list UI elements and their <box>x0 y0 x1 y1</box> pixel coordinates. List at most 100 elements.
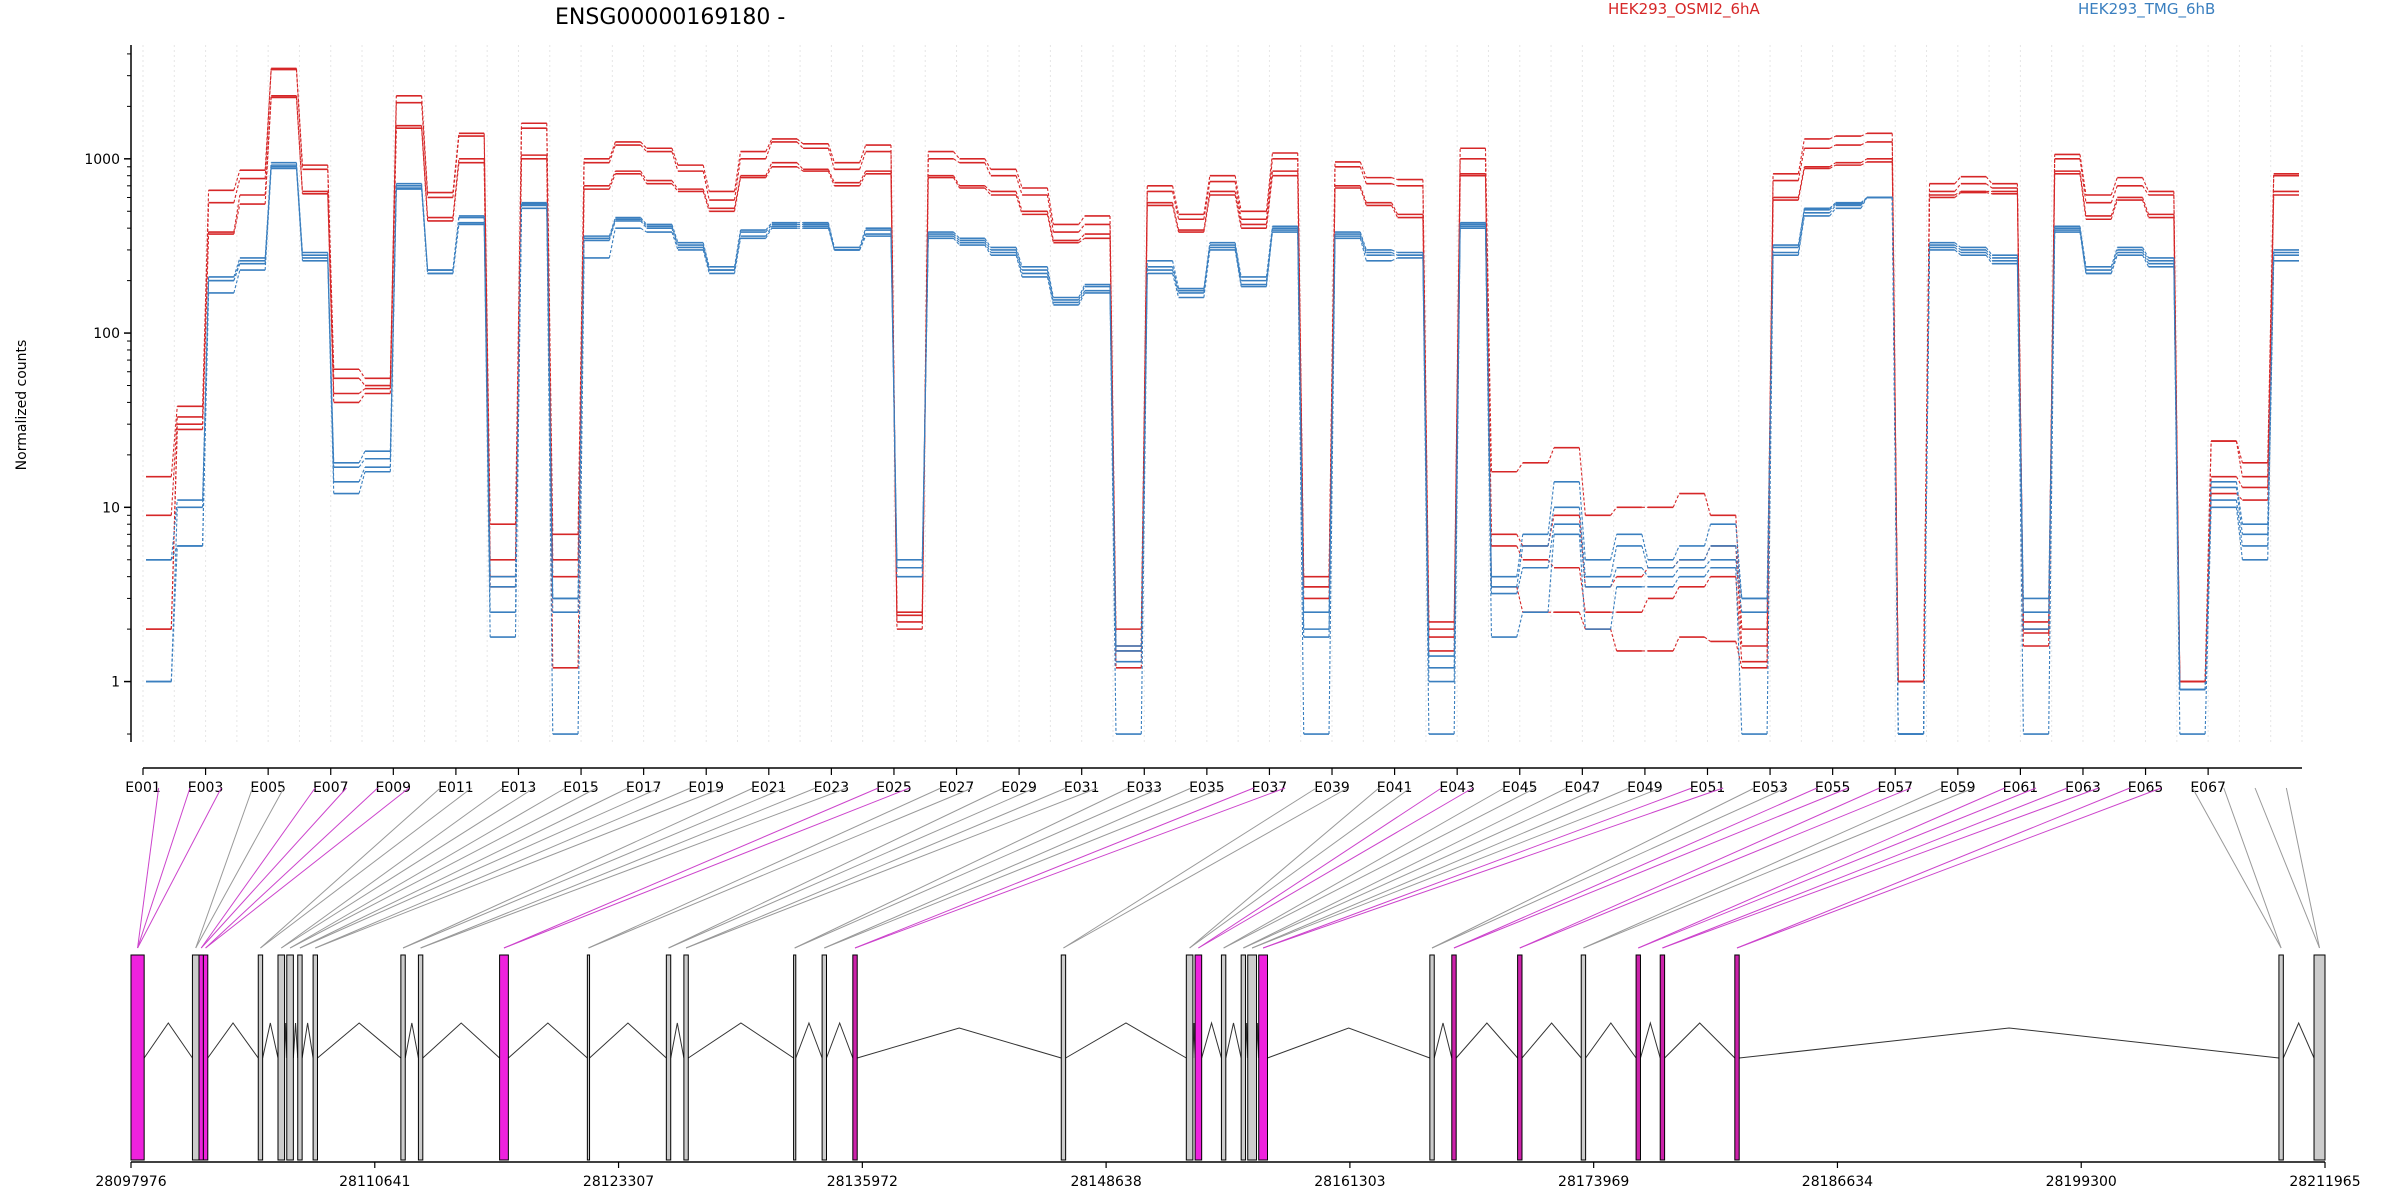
data-connector <box>1797 138 1805 174</box>
exon-block <box>130 954 145 1161</box>
data-connector <box>984 237 992 248</box>
data-connector <box>327 257 335 482</box>
data-connector <box>2204 493 2212 682</box>
data-connector <box>2235 440 2243 463</box>
data-connector <box>1265 175 1273 229</box>
data-connector <box>1297 158 1305 587</box>
x-tick-label: E039 <box>1314 780 1350 796</box>
exon-connector <box>402 787 754 949</box>
data-connector <box>1672 493 1680 508</box>
data-connector <box>1172 273 1180 298</box>
exon-block <box>1734 954 1740 1161</box>
data-connector <box>1547 534 1555 613</box>
data-connector <box>1203 249 1211 298</box>
genome-tick-label: 28173969 <box>1558 1174 1629 1190</box>
x-tick-label: E051 <box>1690 780 1726 796</box>
genome-tick-label: 28135972 <box>827 1174 898 1190</box>
exon-connector <box>1251 787 1661 949</box>
data-connector <box>1703 545 1711 560</box>
data-connector <box>1672 576 1680 588</box>
data-connector <box>1735 545 1743 599</box>
data-connector <box>640 144 648 152</box>
data-connector <box>327 260 335 494</box>
exon-block <box>2313 954 2326 1161</box>
exon-connector <box>1638 787 2005 949</box>
data-connector <box>264 97 272 205</box>
data-connector <box>827 169 835 183</box>
data-connector <box>358 393 366 403</box>
data-connector <box>1985 247 1993 256</box>
exon-connector <box>1583 787 1943 949</box>
x-tick-label: E063 <box>2065 780 2101 796</box>
data-connector <box>1641 534 1649 560</box>
data-connector <box>1359 185 1367 203</box>
data-connector <box>1829 202 1837 209</box>
exon-connector <box>588 787 973 949</box>
data-connector <box>608 217 616 237</box>
data-connector <box>1265 231 1273 287</box>
exon-connector <box>1198 787 1474 949</box>
exon-block <box>297 954 303 1161</box>
exon-block <box>1429 954 1435 1161</box>
exon-connector <box>1262 787 1724 949</box>
data-connector <box>1422 257 1430 735</box>
data-connector <box>1954 242 1962 248</box>
data-connector <box>421 189 429 274</box>
data-connector <box>702 247 710 271</box>
data-connector <box>733 238 742 274</box>
data-connector <box>671 224 679 243</box>
exon-block <box>1635 954 1641 1161</box>
data-connector <box>1140 270 1148 662</box>
data-connector <box>1641 598 1649 613</box>
data-connector <box>984 158 992 170</box>
data-connector <box>170 429 178 630</box>
data-connector <box>452 136 460 198</box>
data-connector <box>1891 197 1899 735</box>
data-connector <box>2267 194 2275 501</box>
x-tick-label: E045 <box>1502 780 1538 796</box>
data-connector <box>1015 249 1023 271</box>
data-connector <box>640 220 648 229</box>
x-tick-label: E059 <box>1940 780 1976 796</box>
exon-connector <box>1662 787 2099 949</box>
data-connector <box>1829 205 1837 214</box>
data-connector <box>1985 192 1993 195</box>
data-connector <box>953 235 960 244</box>
data-connector <box>1391 205 1399 218</box>
data-connector <box>671 183 679 192</box>
exon-connector <box>1736 787 2162 949</box>
x-tick-label: E047 <box>1565 780 1601 796</box>
exon-connector <box>1223 787 1505 949</box>
data-connector <box>233 263 241 281</box>
data-connector <box>1516 534 1524 547</box>
data-connector <box>1578 524 1586 587</box>
data-connector <box>1046 273 1054 303</box>
exon-connector <box>205 787 410 949</box>
data-connector <box>765 141 773 160</box>
exon-block <box>257 954 264 1161</box>
data-connector <box>452 224 460 274</box>
data-connector <box>1829 164 1836 169</box>
data-connector <box>1860 158 1868 164</box>
x-tick-label: E013 <box>501 780 537 796</box>
x-tick-label: E043 <box>1439 780 1475 796</box>
data-connector <box>1234 175 1242 212</box>
data-connector <box>953 151 960 160</box>
data-connector <box>233 178 241 203</box>
data-connector <box>1985 176 1993 185</box>
data-connector <box>1234 181 1242 220</box>
exon-connector <box>503 787 910 949</box>
data-connector <box>1234 247 1242 285</box>
data-connector <box>1046 187 1054 225</box>
data-connector <box>984 187 992 196</box>
data-connector <box>796 141 804 149</box>
data-connector <box>765 138 773 152</box>
data-connector <box>1672 567 1680 577</box>
genome-tick-label: 28123307 <box>583 1174 654 1190</box>
series-8 <box>146 167 2299 735</box>
exon-connector <box>1198 787 1442 949</box>
exon-connector <box>503 787 879 949</box>
x-tick-label: E003 <box>188 780 224 796</box>
x-tick-label: E031 <box>1064 780 1100 796</box>
intron-line <box>1739 1027 2279 1059</box>
